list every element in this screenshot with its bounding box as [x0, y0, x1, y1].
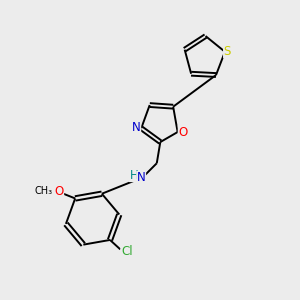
- Text: N: N: [137, 172, 146, 184]
- Text: H: H: [129, 169, 138, 182]
- Text: N: N: [132, 121, 141, 134]
- Text: Cl: Cl: [121, 245, 133, 258]
- Text: CH₃: CH₃: [34, 186, 53, 197]
- Text: O: O: [54, 185, 64, 198]
- Text: O: O: [178, 125, 188, 139]
- Text: S: S: [224, 45, 231, 58]
